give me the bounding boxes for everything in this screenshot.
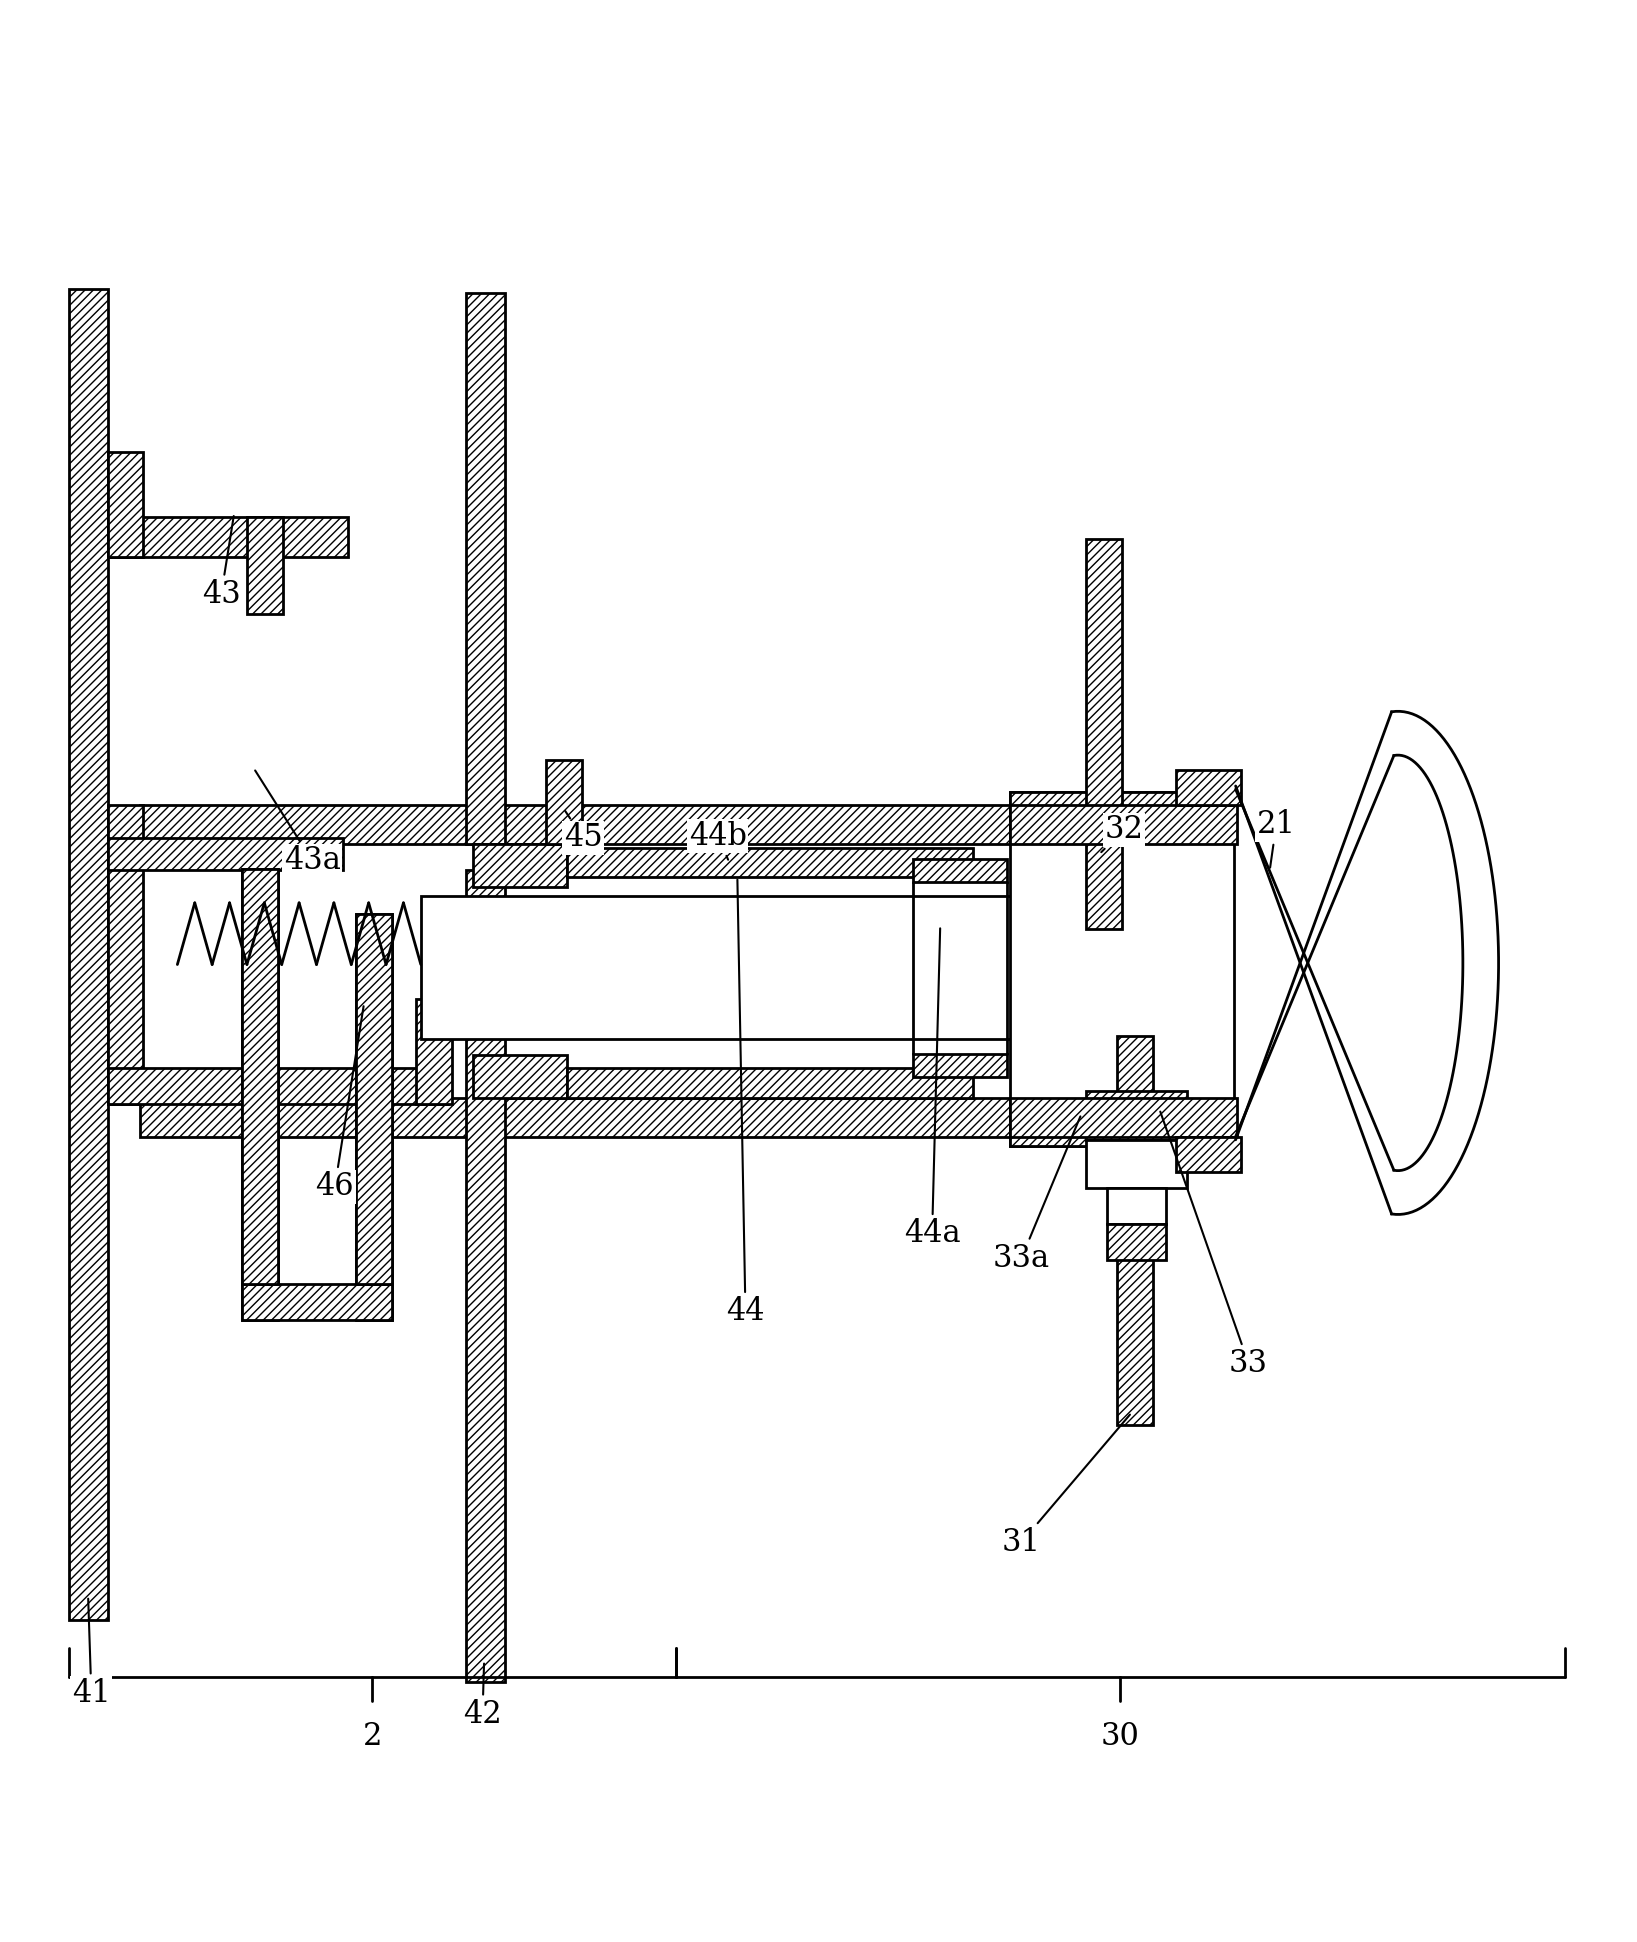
- Text: 44: 44: [727, 880, 764, 1326]
- Text: 46: 46: [316, 1006, 363, 1202]
- Text: 45: 45: [563, 812, 602, 853]
- Text: 21: 21: [1257, 810, 1297, 868]
- Text: 2: 2: [362, 1721, 381, 1752]
- Bar: [242, 868, 278, 1321]
- Bar: [141, 806, 1025, 845]
- Bar: [108, 452, 144, 557]
- Text: 30: 30: [1102, 1721, 1139, 1752]
- Bar: [467, 870, 506, 1682]
- Bar: [69, 289, 108, 1620]
- Bar: [247, 517, 283, 614]
- Bar: [108, 517, 347, 557]
- Bar: [1116, 1035, 1152, 1425]
- Bar: [242, 868, 278, 1284]
- Bar: [1010, 792, 1234, 1146]
- Bar: [355, 915, 391, 1321]
- Bar: [467, 293, 506, 845]
- Bar: [1087, 540, 1121, 928]
- Text: 44a: 44a: [904, 928, 961, 1249]
- Bar: [421, 897, 1030, 1039]
- Bar: [1107, 1189, 1166, 1223]
- Bar: [1087, 1091, 1187, 1140]
- Bar: [1010, 792, 1234, 827]
- Bar: [473, 845, 566, 887]
- Bar: [141, 1097, 1025, 1136]
- Text: 31: 31: [1002, 1414, 1130, 1557]
- Bar: [473, 1055, 566, 1097]
- Bar: [1175, 1136, 1241, 1173]
- Bar: [1175, 769, 1241, 806]
- Text: 33: 33: [1161, 1111, 1269, 1379]
- Bar: [242, 1284, 391, 1321]
- Text: 44b: 44b: [689, 821, 746, 860]
- Bar: [108, 837, 342, 870]
- Text: 42: 42: [463, 1664, 503, 1730]
- Bar: [416, 998, 452, 1105]
- Bar: [913, 858, 1007, 882]
- Bar: [1107, 1223, 1166, 1260]
- Text: 32: 32: [1102, 814, 1143, 853]
- Bar: [1087, 1140, 1187, 1189]
- Bar: [108, 806, 144, 1105]
- Bar: [108, 1068, 449, 1105]
- Bar: [566, 847, 972, 878]
- Bar: [1010, 1097, 1238, 1136]
- Text: 41: 41: [72, 1598, 111, 1709]
- Bar: [355, 915, 391, 1284]
- Bar: [913, 1055, 1007, 1076]
- Text: 33a: 33a: [992, 1117, 1080, 1274]
- Bar: [566, 1068, 972, 1097]
- Polygon shape: [1030, 897, 1134, 1039]
- Text: 43: 43: [201, 517, 241, 610]
- Bar: [1010, 1111, 1234, 1146]
- Bar: [1010, 806, 1238, 845]
- Text: 43a: 43a: [255, 771, 340, 876]
- Bar: [545, 759, 581, 845]
